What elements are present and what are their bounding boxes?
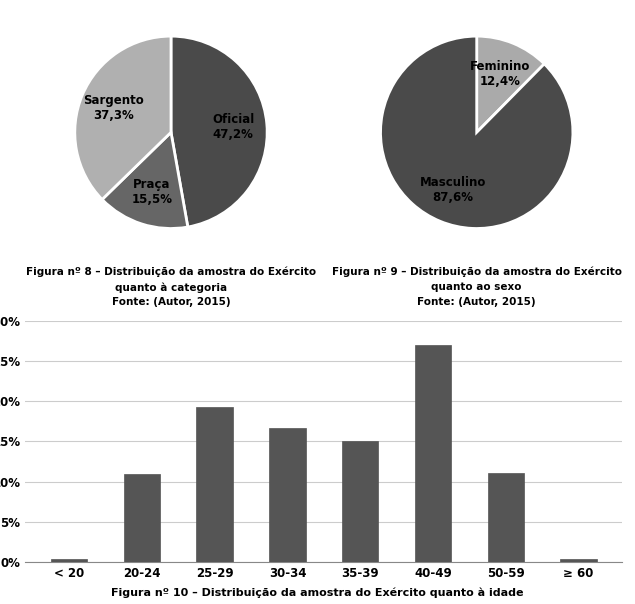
Bar <box>51 559 87 562</box>
Bar <box>561 559 597 562</box>
Text: Feminino
12,4%: Feminino 12,4% <box>471 60 531 88</box>
Wedge shape <box>171 36 267 227</box>
Bar <box>488 473 524 562</box>
Text: Oficial
47,2%: Oficial 47,2% <box>212 113 255 141</box>
Bar <box>415 345 451 562</box>
Bar <box>124 474 160 562</box>
Bar <box>342 442 378 562</box>
Bar <box>196 407 233 562</box>
Wedge shape <box>102 132 188 228</box>
Text: Sargento
37,3%: Sargento 37,3% <box>83 94 144 122</box>
Wedge shape <box>75 36 171 199</box>
Wedge shape <box>380 36 573 228</box>
Text: Figura nº 8 – Distribuição da amostra do Exército
quanto à categoria
Fonte: (Aut: Figura nº 8 – Distribuição da amostra do… <box>26 266 316 307</box>
Text: Figura nº 9 – Distribuição da amostra do Exército
quanto ao sexo
Fonte: (Autor, : Figura nº 9 – Distribuição da amostra do… <box>331 267 622 307</box>
Bar <box>269 428 305 562</box>
Text: Masculino
87,6%: Masculino 87,6% <box>420 176 486 204</box>
Text: Praça
15,5%: Praça 15,5% <box>131 178 172 206</box>
Wedge shape <box>477 36 544 132</box>
Text: Figura nº 10 – Distribuição da amostra do Exército quanto à idade: Figura nº 10 – Distribuição da amostra d… <box>111 588 524 598</box>
